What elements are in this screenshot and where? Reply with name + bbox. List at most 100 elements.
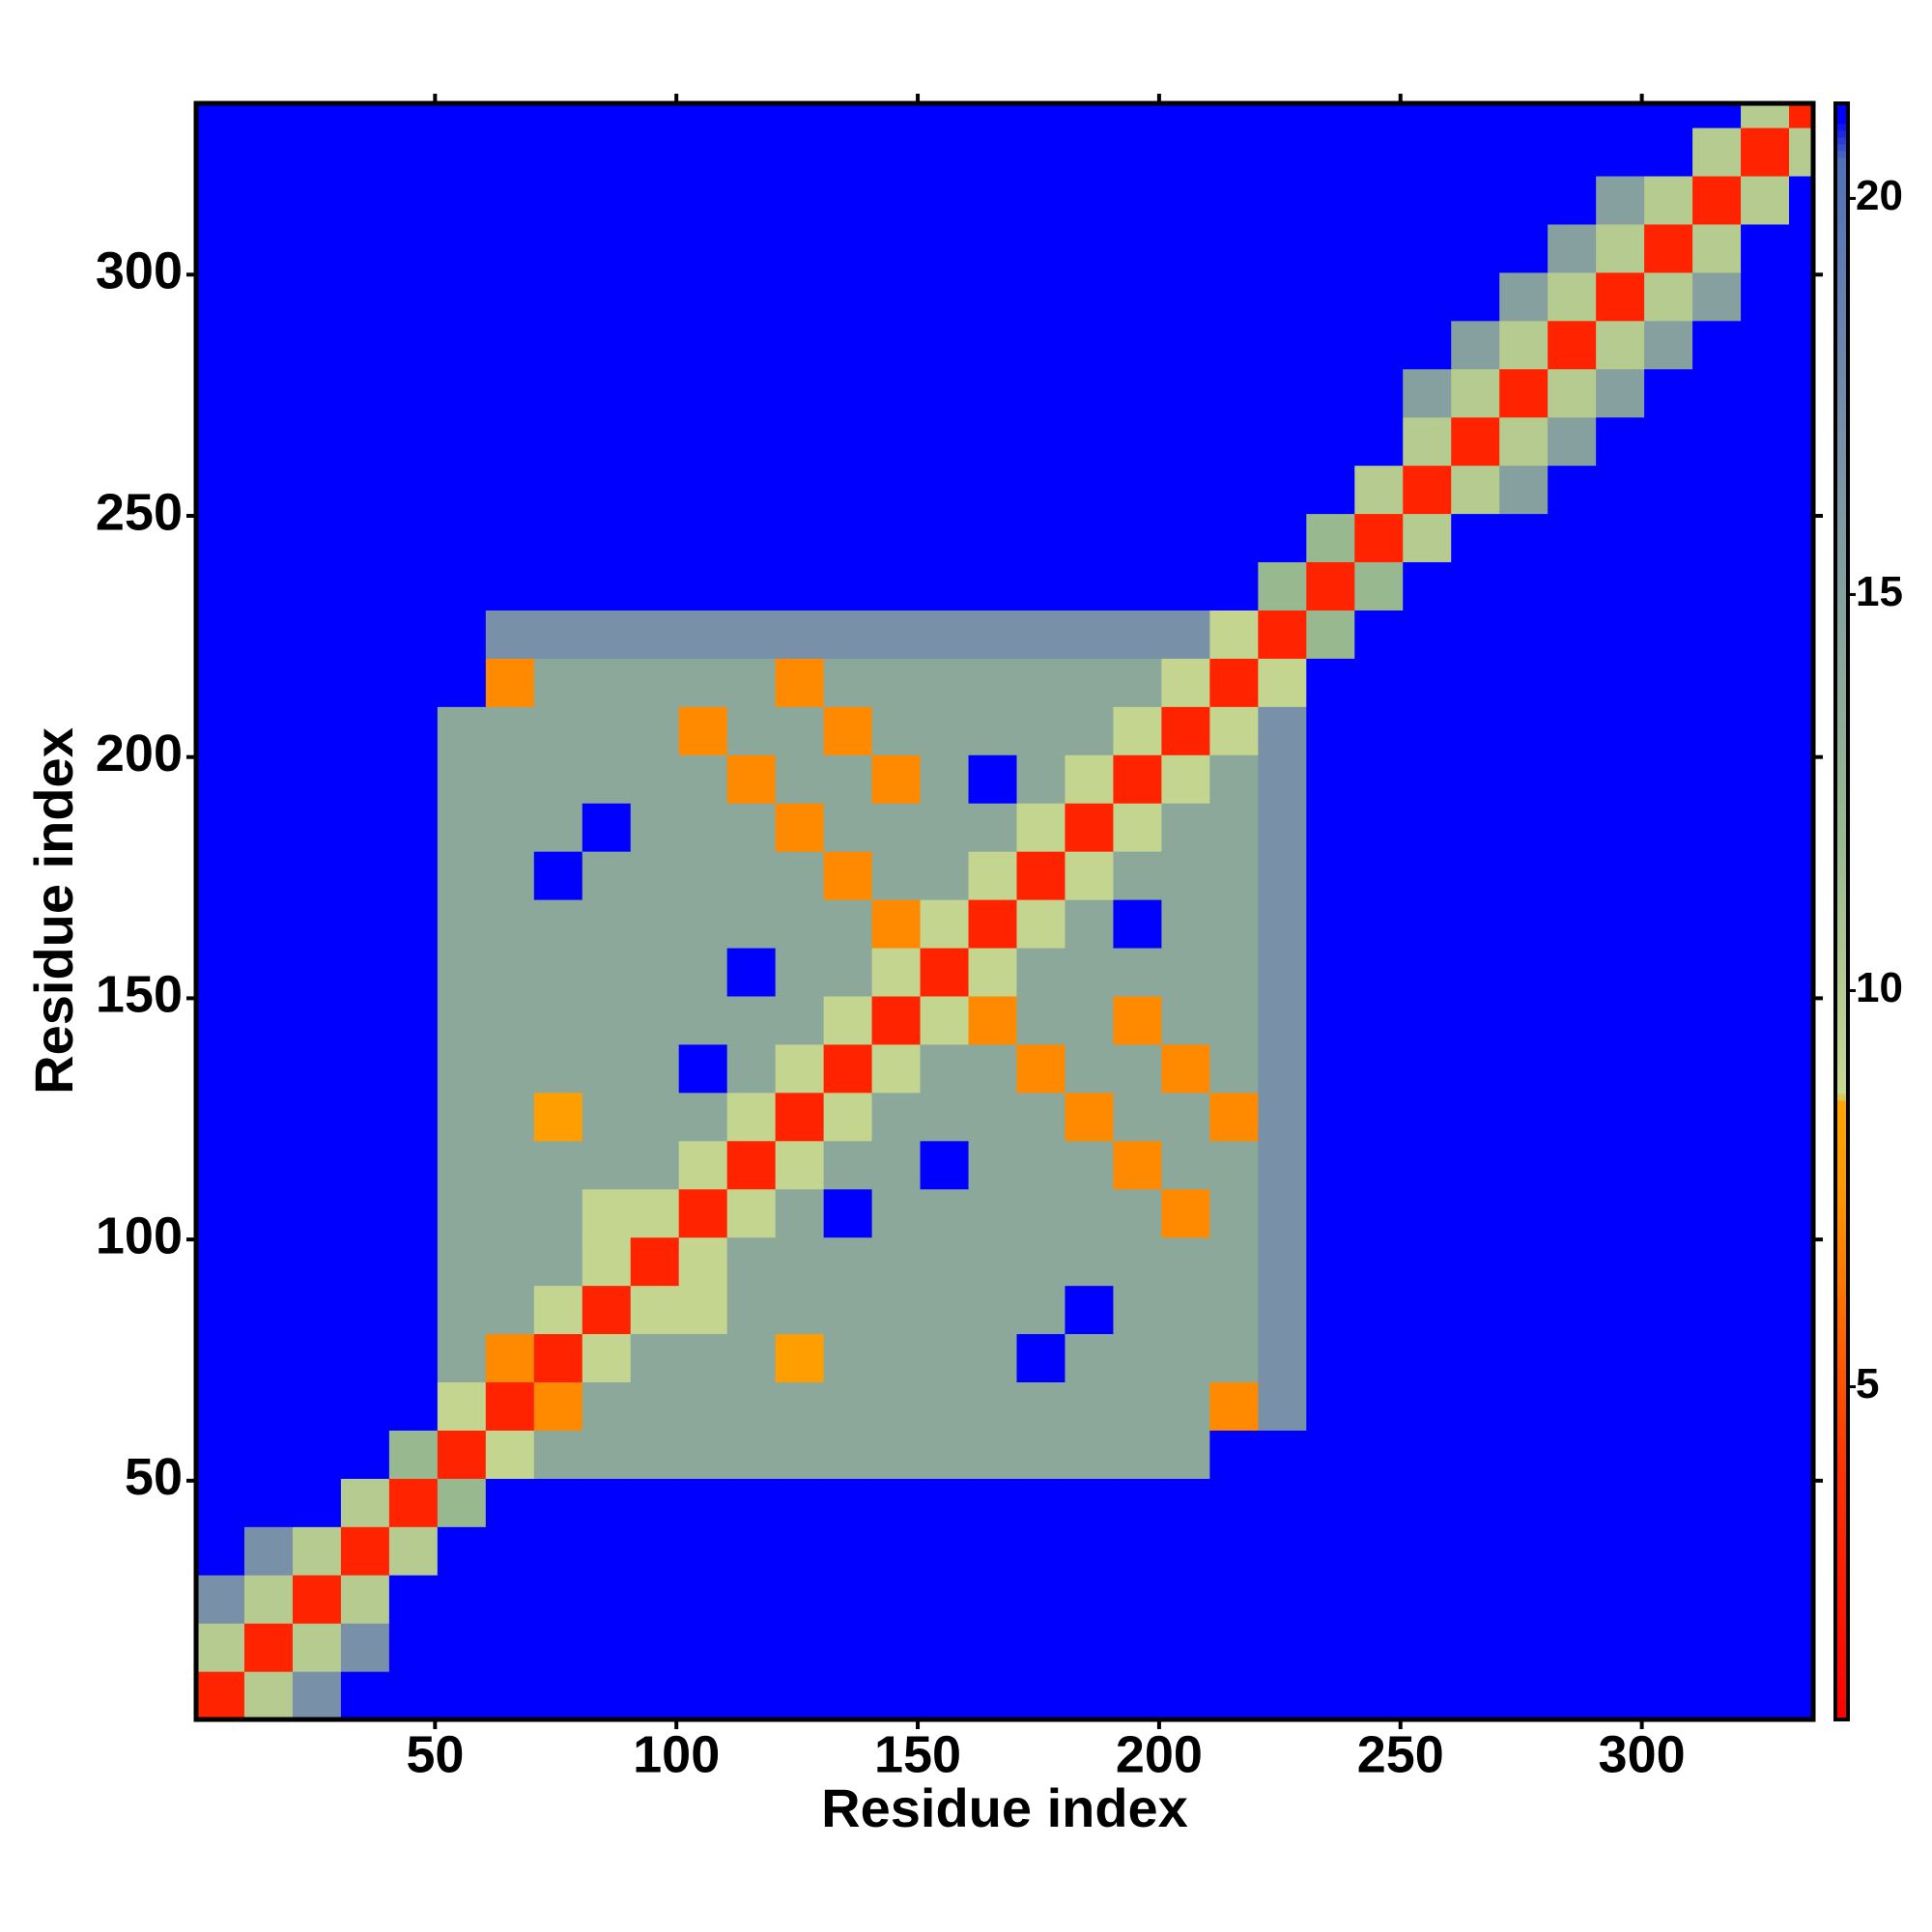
cell — [1741, 223, 1790, 273]
cell — [1258, 1381, 1307, 1431]
x-tick-label: 50 — [406, 1725, 464, 1783]
cell — [775, 1236, 825, 1287]
cell — [1258, 1140, 1307, 1190]
colorbar-slice — [1835, 709, 1848, 717]
cell — [1113, 803, 1163, 852]
cell — [1451, 271, 1500, 322]
cell — [1258, 851, 1307, 900]
cell — [1499, 947, 1548, 997]
colorbar-slice — [1835, 952, 1848, 959]
cell — [678, 754, 728, 804]
cell — [388, 1140, 439, 1190]
x-tick-label: 100 — [633, 1725, 720, 1783]
colorbar-slice — [1835, 830, 1848, 838]
cell — [1161, 271, 1210, 322]
cell — [533, 803, 583, 852]
cell — [1258, 754, 1307, 804]
cell — [437, 995, 487, 1045]
cell — [775, 1285, 825, 1335]
cell — [1161, 1092, 1210, 1142]
cell — [1644, 1092, 1693, 1142]
cell — [1354, 706, 1404, 755]
cell — [1548, 1188, 1597, 1238]
cell — [1596, 1623, 1645, 1672]
cell — [1789, 127, 1814, 177]
cell — [1451, 1575, 1500, 1624]
cell — [1354, 1526, 1404, 1576]
cell — [1065, 706, 1115, 755]
colorbar-slice — [1835, 379, 1848, 387]
cell — [1403, 899, 1452, 949]
cell — [388, 1526, 439, 1576]
cell — [437, 223, 487, 273]
cell — [1499, 127, 1548, 177]
colorbar-slice — [1835, 1315, 1848, 1323]
cell — [1065, 175, 1115, 225]
cell — [1548, 1478, 1597, 1527]
cell — [1403, 851, 1452, 900]
cell — [1354, 1236, 1404, 1287]
colorbar-slice — [1835, 116, 1848, 125]
y-tick-label: 150 — [96, 966, 183, 1024]
cell — [485, 320, 535, 370]
cell — [1499, 320, 1548, 370]
cell — [196, 1478, 245, 1527]
cell — [823, 1188, 873, 1238]
cell — [243, 513, 294, 563]
cell — [678, 416, 728, 467]
cell — [1258, 1478, 1307, 1527]
cell — [1258, 1188, 1307, 1238]
cell — [1354, 320, 1404, 370]
colorbar-slice — [1835, 440, 1848, 448]
cell — [1065, 1285, 1115, 1335]
cell — [920, 1430, 970, 1479]
colorbar-slice — [1835, 1140, 1848, 1149]
cell — [292, 1140, 342, 1190]
cell — [1596, 1092, 1645, 1142]
cell — [1644, 416, 1693, 467]
cell — [1258, 803, 1307, 852]
cell — [630, 271, 680, 322]
cell — [196, 754, 245, 804]
cell — [1548, 416, 1597, 467]
cell — [196, 899, 245, 949]
cell — [533, 1430, 583, 1479]
cell — [1548, 1043, 1597, 1094]
cell — [1016, 1333, 1066, 1383]
cell — [1306, 175, 1355, 225]
colorbar-slice — [1835, 1632, 1848, 1639]
cell — [775, 851, 825, 900]
cell — [823, 706, 873, 755]
cell — [243, 658, 294, 707]
colorbar-slice — [1835, 190, 1848, 199]
cell — [1403, 947, 1452, 997]
colorbar-slice — [1835, 1652, 1848, 1660]
cell — [1113, 1043, 1163, 1094]
cell — [1065, 1092, 1115, 1142]
cell — [1499, 1140, 1548, 1190]
cell — [1499, 610, 1548, 659]
colorbar-slice — [1835, 460, 1848, 469]
cell — [823, 103, 873, 128]
cell — [871, 1623, 922, 1672]
cell — [1548, 851, 1597, 900]
cell — [243, 1671, 294, 1720]
cell — [726, 1043, 777, 1094]
cell — [243, 851, 294, 900]
cell — [968, 271, 1018, 322]
cell — [1741, 1575, 1790, 1624]
colorbar-slice — [1835, 1038, 1848, 1047]
colorbar-slice — [1835, 1503, 1848, 1512]
cell — [823, 851, 873, 900]
colorbar-slice — [1835, 904, 1848, 913]
cell — [1596, 513, 1645, 563]
cell — [196, 513, 245, 563]
cell — [1548, 175, 1597, 225]
cell — [1161, 127, 1210, 177]
colorbar-slice — [1835, 601, 1848, 610]
cell — [1548, 1671, 1597, 1720]
cell — [1113, 271, 1163, 322]
cell — [1354, 1333, 1404, 1383]
cell — [1692, 1285, 1742, 1335]
cell — [1499, 1526, 1548, 1576]
